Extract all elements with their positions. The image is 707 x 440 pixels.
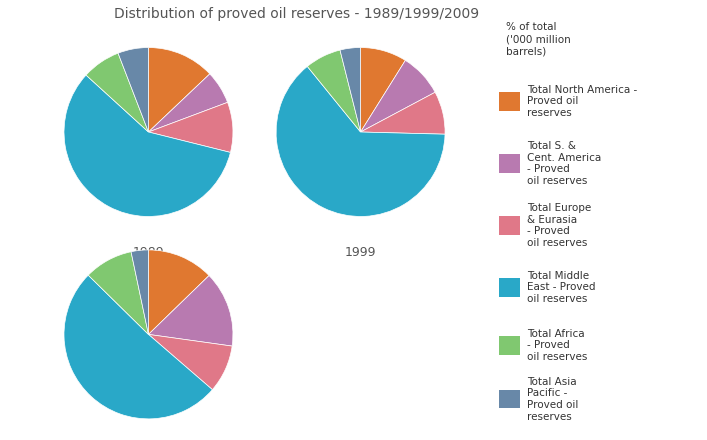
- Wedge shape: [308, 50, 361, 132]
- Wedge shape: [118, 48, 148, 132]
- Text: % of total
('000 million
barrels): % of total ('000 million barrels): [506, 22, 571, 56]
- Wedge shape: [64, 75, 230, 216]
- FancyBboxPatch shape: [499, 390, 520, 408]
- Text: Total Middle
East - Proved
oil reserves: Total Middle East - Proved oil reserves: [527, 271, 595, 304]
- Wedge shape: [148, 74, 228, 132]
- Wedge shape: [88, 252, 148, 334]
- FancyBboxPatch shape: [499, 278, 520, 297]
- Wedge shape: [131, 250, 148, 334]
- Text: Total S. &
Cent. America
- Proved
oil reserves: Total S. & Cent. America - Proved oil re…: [527, 141, 601, 186]
- Text: Total North America -
Proved oil
reserves: Total North America - Proved oil reserve…: [527, 85, 637, 118]
- Wedge shape: [148, 250, 209, 334]
- Wedge shape: [148, 334, 232, 390]
- Text: Total Africa
- Proved
oil reserves: Total Africa - Proved oil reserves: [527, 329, 587, 362]
- Wedge shape: [361, 48, 405, 132]
- Wedge shape: [64, 275, 212, 419]
- Text: 1989: 1989: [133, 246, 164, 259]
- Wedge shape: [340, 48, 361, 132]
- Text: Total Asia
Pacific -
Proved oil
reserves: Total Asia Pacific - Proved oil reserves: [527, 377, 578, 422]
- FancyBboxPatch shape: [499, 336, 520, 355]
- FancyBboxPatch shape: [499, 216, 520, 235]
- FancyBboxPatch shape: [499, 154, 520, 172]
- Wedge shape: [86, 53, 148, 132]
- Text: 1999: 1999: [345, 246, 376, 259]
- FancyBboxPatch shape: [499, 92, 520, 111]
- Wedge shape: [276, 66, 445, 216]
- Wedge shape: [148, 275, 233, 346]
- Wedge shape: [148, 48, 210, 132]
- Wedge shape: [361, 92, 445, 134]
- Wedge shape: [148, 103, 233, 152]
- Text: Distribution of proved oil reserves - 1989/1999/2009: Distribution of proved oil reserves - 19…: [115, 7, 479, 21]
- Text: Total Europe
& Eurasia
- Proved
oil reserves: Total Europe & Eurasia - Proved oil rese…: [527, 203, 591, 248]
- Wedge shape: [361, 60, 435, 132]
